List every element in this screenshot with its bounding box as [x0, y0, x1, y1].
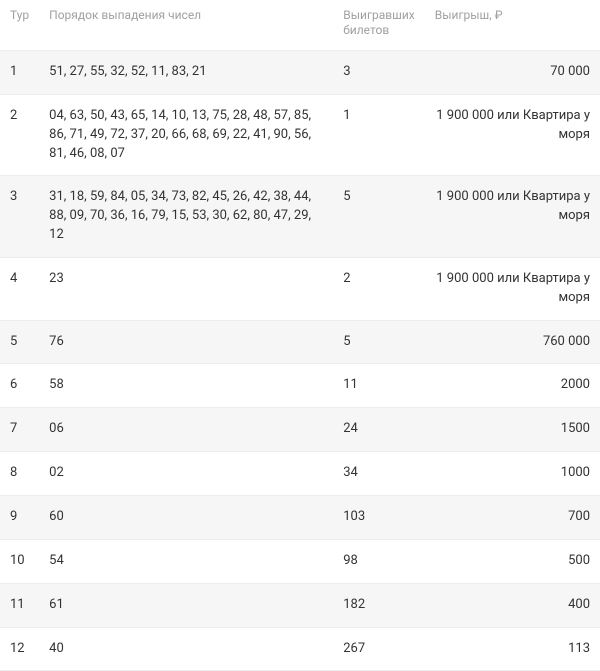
cell-prize: 1 900 000 или Квартира у моря [425, 257, 600, 320]
cell-tickets: 182 [333, 583, 424, 627]
cell-tur: 9 [0, 495, 39, 539]
cell-numbers: 54 [39, 539, 333, 583]
cell-tur: 6 [0, 364, 39, 408]
table-row: 5 76 5 760 000 [0, 320, 600, 364]
cell-tur: 2 [0, 94, 39, 176]
cell-prize: 500 [425, 539, 600, 583]
cell-prize: 1500 [425, 408, 600, 452]
table-row: 11 61 182 400 [0, 583, 600, 627]
cell-prize: 2000 [425, 364, 600, 408]
cell-tur: 10 [0, 539, 39, 583]
cell-tur: 12 [0, 627, 39, 671]
table-body: 1 51, 27, 55, 32, 52, 11, 83, 21 3 70 00… [0, 51, 600, 671]
cell-prize: 760 000 [425, 320, 600, 364]
cell-tickets: 24 [333, 408, 424, 452]
table-row: 2 04, 63, 50, 43, 65, 14, 10, 13, 75, 28… [0, 94, 600, 176]
cell-tur: 1 [0, 51, 39, 95]
cell-tur: 3 [0, 176, 39, 258]
col-header-tickets: Выигравших билетов [333, 0, 424, 51]
cell-tickets: 267 [333, 627, 424, 671]
cell-tickets: 34 [333, 452, 424, 496]
lottery-results-table-container: Тур Порядок выпадения чисел Выигравших б… [0, 0, 600, 671]
cell-numbers: 04, 63, 50, 43, 65, 14, 10, 13, 75, 28, … [39, 94, 333, 176]
cell-numbers: 02 [39, 452, 333, 496]
cell-tickets: 2 [333, 257, 424, 320]
lottery-results-table: Тур Порядок выпадения чисел Выигравших б… [0, 0, 600, 671]
cell-tickets: 11 [333, 364, 424, 408]
table-row: 1 51, 27, 55, 32, 52, 11, 83, 21 3 70 00… [0, 51, 600, 95]
cell-numbers: 40 [39, 627, 333, 671]
cell-tickets: 5 [333, 320, 424, 364]
cell-numbers: 61 [39, 583, 333, 627]
table-row: 10 54 98 500 [0, 539, 600, 583]
table-row: 8 02 34 1000 [0, 452, 600, 496]
col-header-numbers: Порядок выпадения чисел [39, 0, 333, 51]
table-row: 3 31, 18, 59, 84, 05, 34, 73, 82, 45, 26… [0, 176, 600, 258]
cell-tickets: 1 [333, 94, 424, 176]
cell-prize: 700 [425, 495, 600, 539]
cell-tickets: 5 [333, 176, 424, 258]
cell-numbers: 23 [39, 257, 333, 320]
col-header-prize: Выигрыш, ₽ [425, 0, 600, 51]
table-row: 12 40 267 113 [0, 627, 600, 671]
cell-prize: 1 900 000 или Квартира у моря [425, 176, 600, 258]
cell-prize: 400 [425, 583, 600, 627]
col-header-tur: Тур [0, 0, 39, 51]
table-row: 4 23 2 1 900 000 или Квартира у моря [0, 257, 600, 320]
cell-tur: 5 [0, 320, 39, 364]
cell-numbers: 06 [39, 408, 333, 452]
cell-numbers: 76 [39, 320, 333, 364]
cell-tur: 11 [0, 583, 39, 627]
cell-tur: 4 [0, 257, 39, 320]
table-row: 9 60 103 700 [0, 495, 600, 539]
cell-tur: 7 [0, 408, 39, 452]
cell-numbers: 51, 27, 55, 32, 52, 11, 83, 21 [39, 51, 333, 95]
cell-prize: 70 000 [425, 51, 600, 95]
cell-tur: 8 [0, 452, 39, 496]
cell-numbers: 60 [39, 495, 333, 539]
cell-tickets: 3 [333, 51, 424, 95]
cell-prize: 1 900 000 или Квартира у моря [425, 94, 600, 176]
table-row: 7 06 24 1500 [0, 408, 600, 452]
cell-numbers: 31, 18, 59, 84, 05, 34, 73, 82, 45, 26, … [39, 176, 333, 258]
cell-tickets: 98 [333, 539, 424, 583]
cell-numbers: 58 [39, 364, 333, 408]
table-header-row: Тур Порядок выпадения чисел Выигравших б… [0, 0, 600, 51]
cell-tickets: 103 [333, 495, 424, 539]
cell-prize: 113 [425, 627, 600, 671]
cell-prize: 1000 [425, 452, 600, 496]
table-row: 6 58 11 2000 [0, 364, 600, 408]
